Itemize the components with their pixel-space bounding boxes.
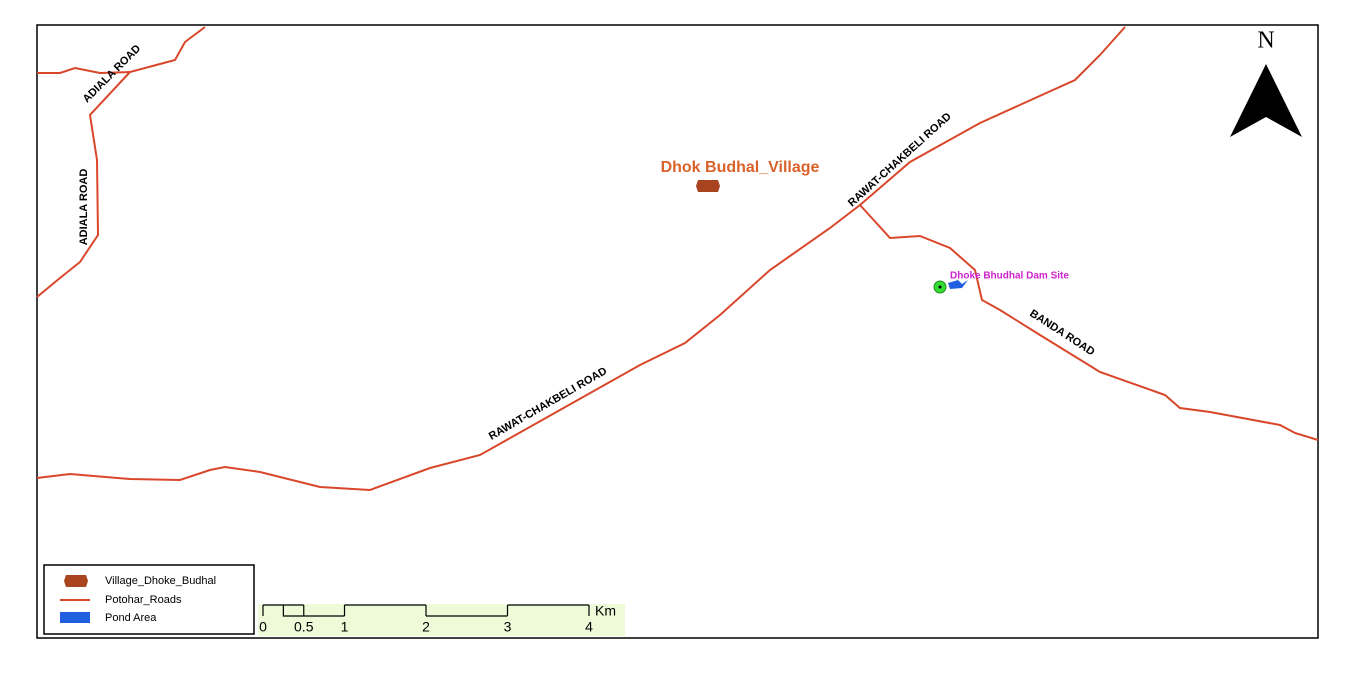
scale-unit: Km [595,603,616,619]
scale-tick-label: 2 [422,619,430,635]
scale-bar: 0 0.5 1 2 3 4Km [259,603,616,635]
road [36,26,1126,492]
scale-tick-label: 0.5 [294,619,314,635]
scale-tick-label: 1 [341,619,349,635]
scale-tick-label: 3 [504,619,512,635]
scale-tick-label: 4 [585,619,593,635]
village-label: Dhok Budhal_Village [661,159,820,176]
legend-label: Potohar_Roads [105,594,182,606]
road [36,26,206,298]
dam-point-center [938,285,942,289]
scale-tick-label: 0 [259,619,267,635]
scale-bar-background [258,604,625,636]
pond [948,280,968,289]
legend-label: Village_Dhoke_Budhal [105,575,216,587]
map-frame [36,24,1319,639]
village-symbol [696,180,720,192]
north-arrow [1230,64,1302,137]
road [37,66,131,75]
road-label: ADIALA ROAD [78,169,90,246]
legend-symbol [64,575,88,587]
road [859,204,1319,441]
dam-site-label: Dhoke Bhudhal Dam Site [950,271,1069,282]
north-label: N [1257,28,1274,54]
scale-bar-line [263,604,589,617]
legend-label: Pond Area [105,612,157,624]
legend-symbol [60,612,90,623]
